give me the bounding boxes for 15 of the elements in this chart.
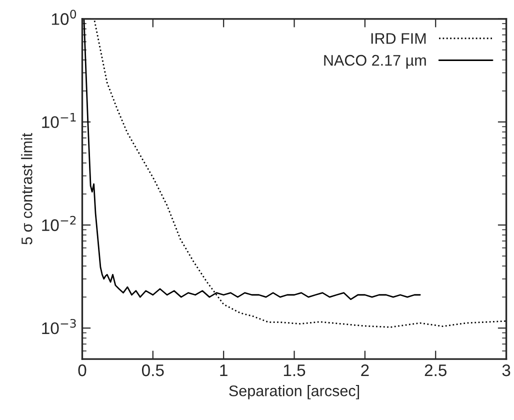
x-tick-label: 2.5 xyxy=(424,364,446,376)
y-tick-label: 10$^{−1}$ xyxy=(42,113,76,128)
x-tick-label: 0.5 xyxy=(142,364,164,376)
legend-label: IRD FIM xyxy=(371,33,426,44)
legend-label: NACO 2.17 µm xyxy=(324,54,426,69)
x-tick-label: 1 xyxy=(220,364,228,376)
x-tick-label: 2 xyxy=(361,364,369,376)
x-tick-label: 3 xyxy=(502,364,510,376)
y-tick-label: 10$^{0}$ xyxy=(52,10,76,25)
x-tick-label: 0 xyxy=(78,364,86,376)
x-tick-label: 1.5 xyxy=(284,364,306,376)
y-tick-label: 10$^{−3}$ xyxy=(42,318,76,334)
y-tick-label: 10$^{−2}$ xyxy=(42,216,76,232)
y-axis-title: 5 σ contrast limit xyxy=(21,133,32,244)
x-axis-title: Separation [arcsec] xyxy=(229,385,359,400)
